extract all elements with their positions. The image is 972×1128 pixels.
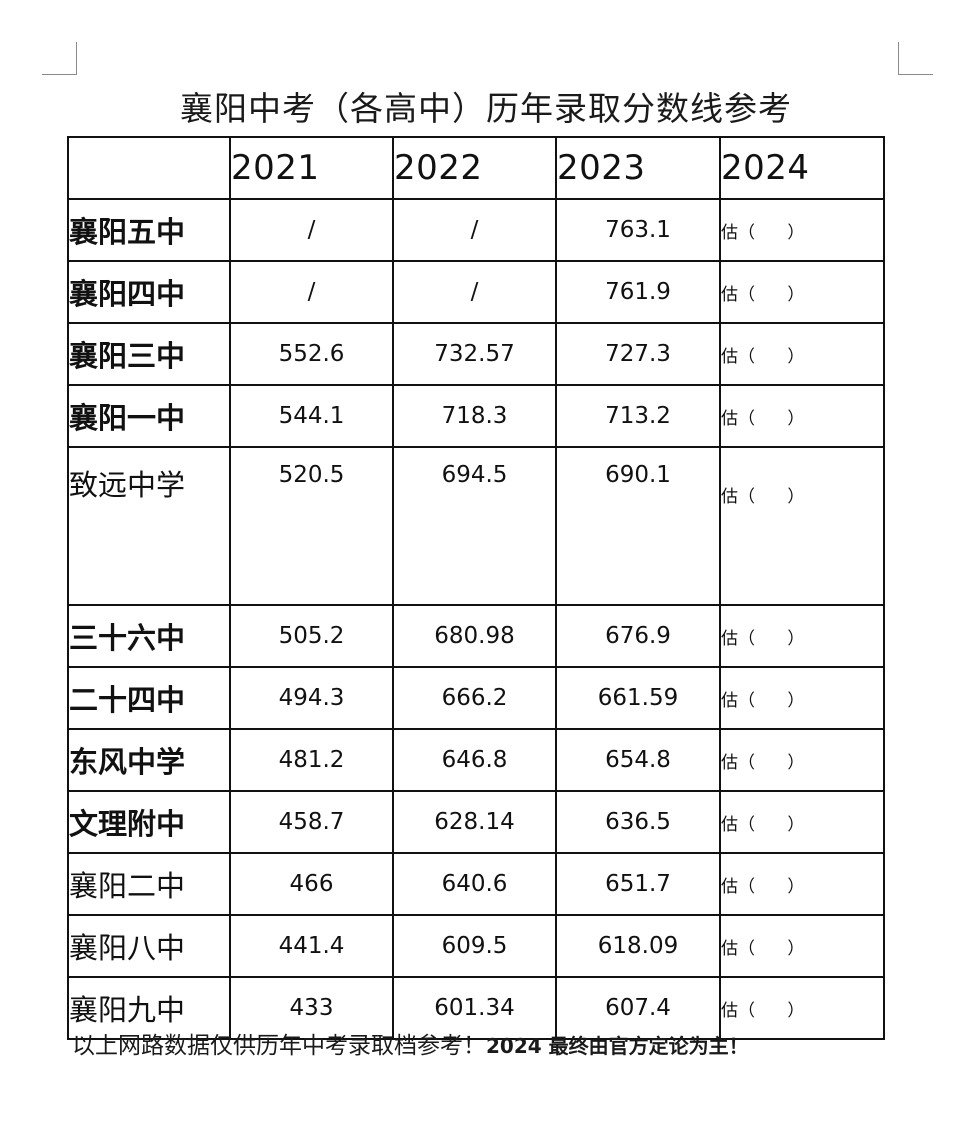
school-name: 襄阳八中: [67, 914, 231, 978]
score-2022: 628.14: [392, 790, 557, 854]
school-name: 致远中学: [67, 446, 231, 606]
score-2024-estimate: 估（ ）: [719, 914, 885, 978]
score-2023: 654.8: [555, 728, 721, 792]
score-2022: 680.98: [392, 604, 557, 668]
score-2021: 466: [229, 852, 394, 916]
score-2023: 676.9: [555, 604, 721, 668]
score-2023: 636.5: [555, 790, 721, 854]
year-header-2022: 2022: [392, 136, 557, 200]
school-name: 襄阳五中: [67, 198, 231, 262]
table-row: 襄阳三中 552.6 732.57 727.3 估（ ）: [67, 322, 885, 386]
score-2022: 694.5: [392, 446, 557, 606]
score-2022: 732.57: [392, 322, 557, 386]
crop-mark-top-left: [42, 42, 77, 75]
table-row: 襄阳八中 441.4 609.5 618.09 估（ ）: [67, 914, 885, 978]
score-2024-estimate: 估（ ）: [719, 384, 885, 448]
score-2021: 441.4: [229, 914, 394, 978]
school-name: 襄阳三中: [67, 322, 231, 386]
corner-cell: [67, 136, 231, 200]
score-2023: 651.7: [555, 852, 721, 916]
score-2024-estimate: 估（ ）: [719, 790, 885, 854]
score-2022: /: [392, 260, 557, 324]
score-2024-estimate: 估（ ）: [719, 198, 885, 262]
school-name: 襄阳九中: [67, 976, 231, 1040]
score-2024-estimate: 估（ ）: [719, 666, 885, 730]
score-2024-estimate: 估（ ）: [719, 604, 885, 668]
school-name: 襄阳二中: [67, 852, 231, 916]
score-2023: 618.09: [555, 914, 721, 978]
page-title: 襄阳中考（各高中）历年录取分数线参考: [180, 89, 792, 128]
score-2024-estimate: 估（ ）: [719, 322, 885, 386]
score-2023: 763.1: [555, 198, 721, 262]
score-2021: 552.6: [229, 322, 394, 386]
school-name: 襄阳四中: [67, 260, 231, 324]
table-row: 襄阳四中 / / 761.9 估（ ）: [67, 260, 885, 324]
score-2022: 666.2: [392, 666, 557, 730]
table-row: 襄阳九中 433 601.34 607.4 估（ ）: [67, 976, 885, 1040]
footer-note: 以上网路数据仅供历年中考录取档参考！2024 最终由官方定论为主！: [72, 1026, 749, 1060]
table-row: 文理附中 458.7 628.14 636.5 估（ ）: [67, 790, 885, 854]
score-2021: 505.2: [229, 604, 394, 668]
score-2021: 494.3: [229, 666, 394, 730]
score-2022: 646.8: [392, 728, 557, 792]
score-2023: 713.2: [555, 384, 721, 448]
table-row: 襄阳一中 544.1 718.3 713.2 估（ ）: [67, 384, 885, 448]
score-2022: 640.6: [392, 852, 557, 916]
score-2024-estimate: 估（ ）: [719, 260, 885, 324]
score-2024-estimate: 估（ ）: [719, 852, 885, 916]
footer-note-emphasis: 2024 最终由官方定论为主！: [486, 1034, 749, 1058]
school-name: 三十六中: [67, 604, 231, 668]
score-2024-estimate: 估（ ）: [719, 976, 885, 1040]
table-row: 二十四中 494.3 666.2 661.59 估（ ）: [67, 666, 885, 730]
score-2021: /: [229, 260, 394, 324]
crop-mark-top-right: [898, 42, 933, 75]
score-2021: /: [229, 198, 394, 262]
table-row: 致远中学 520.5 694.5 690.1 估（ ）: [67, 446, 885, 606]
school-name: 襄阳一中: [67, 384, 231, 448]
year-header-2023: 2023: [555, 136, 721, 200]
table-row: 三十六中 505.2 680.98 676.9 估（ ）: [67, 604, 885, 668]
score-2024-estimate: 估（ ）: [719, 446, 885, 606]
school-name: 文理附中: [67, 790, 231, 854]
school-name: 东风中学: [67, 728, 231, 792]
score-2022: /: [392, 198, 557, 262]
school-name: 二十四中: [67, 666, 231, 730]
footer-note-text: 以上网路数据仅供历年中考录取档参考！: [72, 1033, 486, 1059]
table-row: 襄阳五中 / / 763.1 估（ ）: [67, 198, 885, 262]
header-row: 2021 2022 2023 2024: [67, 136, 885, 200]
table-row: 襄阳二中 466 640.6 651.7 估（ ）: [67, 852, 885, 916]
table-row: 东风中学 481.2 646.8 654.8 估（ ）: [67, 728, 885, 792]
score-2021: 481.2: [229, 728, 394, 792]
score-2023: 690.1: [555, 446, 721, 606]
year-header-2024: 2024: [719, 136, 885, 200]
score-2023: 661.59: [555, 666, 721, 730]
score-table: 2021 2022 2023 2024 襄阳五中 / / 763.1 估（ ） …: [67, 136, 885, 1040]
score-2022: 718.3: [392, 384, 557, 448]
score-2022: 601.34: [392, 976, 557, 1040]
score-2021: 458.7: [229, 790, 394, 854]
score-2021: 433: [229, 976, 394, 1040]
score-2024-estimate: 估（ ）: [719, 728, 885, 792]
score-2023: 727.3: [555, 322, 721, 386]
score-2022: 609.5: [392, 914, 557, 978]
year-header-2021: 2021: [229, 136, 394, 200]
score-2021: 520.5: [229, 446, 394, 606]
score-2023: 607.4: [555, 976, 721, 1040]
score-2021: 544.1: [229, 384, 394, 448]
score-2023: 761.9: [555, 260, 721, 324]
